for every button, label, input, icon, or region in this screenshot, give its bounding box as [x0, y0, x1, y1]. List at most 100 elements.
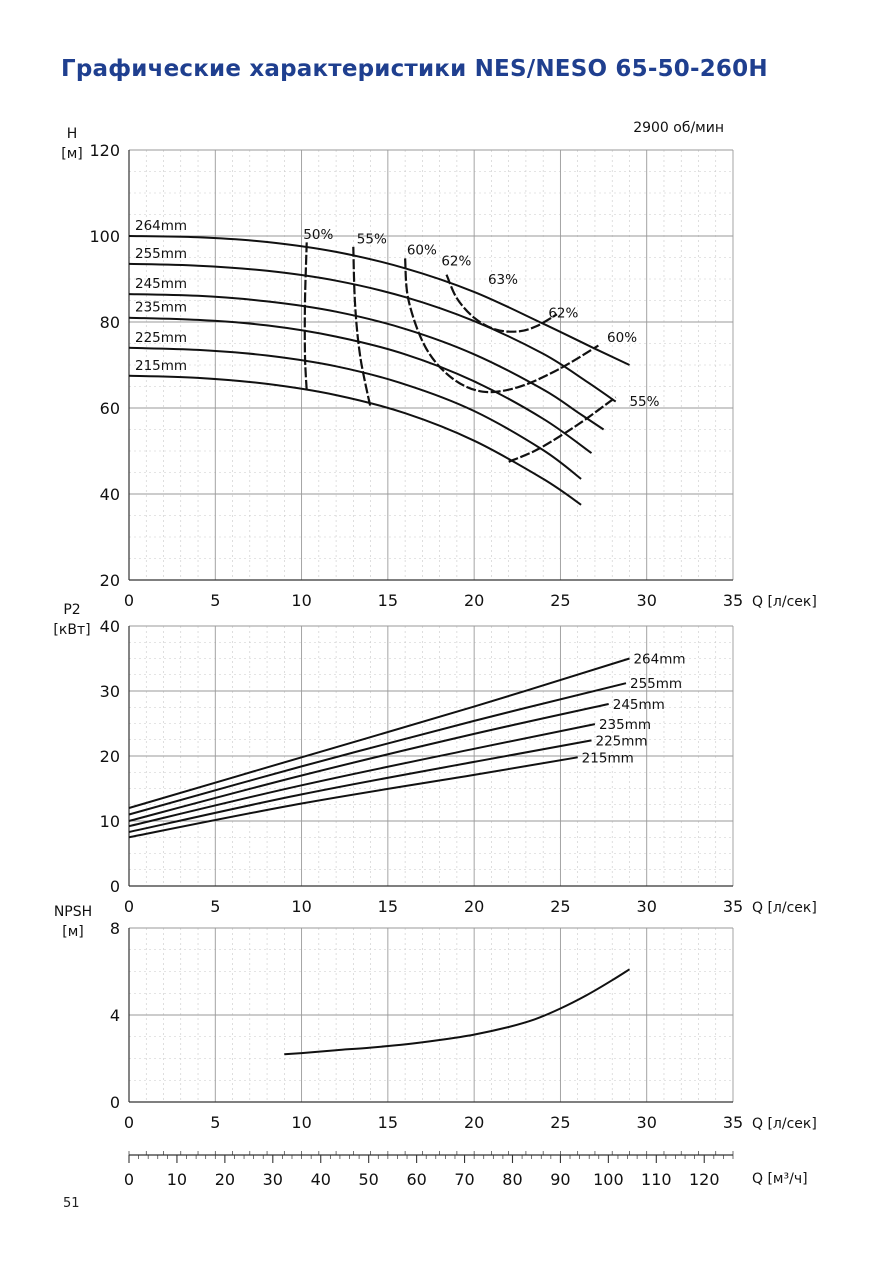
series-line-225mm [128, 739, 592, 833]
series-line-255mm [128, 682, 627, 816]
x-tick-label: 35 [723, 591, 743, 610]
series-label-264mm: 264mm [135, 218, 187, 234]
efficiency-label: 60% [407, 242, 437, 258]
efficiency-curve-60% [404, 258, 599, 394]
power-chart: 0 5 10 15 20 25 30 35 0 10 20 30 40 Q [л/сек] 264mm 255… [100, 617, 817, 916]
series-label-255mm: 255mm [135, 246, 187, 262]
efficiency-curve-50% [303, 242, 308, 391]
npsh-chart: 0 5 10 15 20 25 30 35 0 4 8 Q [л/сек] [110, 919, 817, 1132]
secondary-x-tick-label: 20 [215, 1170, 235, 1189]
y-tick-label: 4 [110, 1006, 120, 1025]
head-chart: 0 5 10 15 20 25 30 35 20 40 60 80 100 120 Q [л/сек] 290… [89, 120, 816, 610]
x-tick-label: 10 [291, 591, 311, 610]
x-tick-label: 0 [124, 1113, 134, 1132]
efficiency-curve-55% [508, 396, 617, 463]
series-label-225mm: 225mm [135, 330, 187, 346]
series-label-215mm: 215mm [582, 750, 634, 766]
secondary-x-tick-label: 30 [263, 1170, 283, 1189]
series-line-245mm [128, 293, 605, 431]
secondary-x-tick-label: 70 [454, 1170, 474, 1189]
efficiency-label: 63% [488, 272, 518, 288]
efficiency-label: 55% [357, 232, 387, 248]
series-label-235mm: 235mm [599, 717, 651, 733]
series-line-264mm [128, 235, 630, 366]
y-tick-label: 0 [110, 877, 120, 896]
power-x-axis-label: Q [л/сек] [752, 900, 817, 916]
x-tick-label: 35 [723, 897, 743, 916]
efficiency-label: 60% [607, 330, 637, 346]
secondary-x-tick-label: 0 [124, 1170, 134, 1189]
series-label-235mm: 235mm [135, 300, 187, 316]
secondary-x-tick-label: 90 [550, 1170, 570, 1189]
npsh-y-axis-label-line-1: [м] [62, 924, 84, 940]
power-y-axis-label-line-1: [кВт] [53, 622, 90, 638]
secondary-x-tick-label: 80 [502, 1170, 522, 1189]
series-line-215mm [128, 756, 578, 839]
efficiency-label: 62% [548, 305, 578, 321]
x-tick-label: 30 [637, 897, 657, 916]
x-tick-label: 30 [637, 591, 657, 610]
x-tick-label: 20 [464, 591, 484, 610]
power-y-axis-label-line-0: P2 [63, 602, 80, 618]
speed-annotation: 2900 об/мин [633, 120, 724, 136]
x-tick-label: 10 [291, 897, 311, 916]
x-tick-label: 15 [378, 591, 398, 610]
series-line-255mm [128, 262, 617, 403]
efficiency-label: 50% [303, 227, 333, 243]
y-tick-label: 40 [100, 485, 120, 504]
series-line-NPSH [284, 968, 631, 1056]
secondary-axis: 0 10 20 30 40 50 60 70 80 90 100 110 120 Q [м³/ч] [124, 1151, 808, 1189]
x-tick-label: 20 [464, 897, 484, 916]
secondary-x-tick-label: 50 [359, 1170, 379, 1189]
series-line-215mm [128, 374, 582, 506]
x-tick-label: 25 [550, 591, 570, 610]
series-label-245mm: 245mm [613, 697, 665, 713]
secondary-x-tick-label: 100 [593, 1170, 624, 1189]
secondary-x-tick-label: 110 [641, 1170, 672, 1189]
series-line-264mm [128, 657, 630, 809]
series-line-235mm [128, 316, 593, 454]
secondary-x-tick-label: 40 [311, 1170, 331, 1189]
page-number: 51 [63, 1196, 80, 1211]
x-tick-label: 15 [378, 1113, 398, 1132]
y-tick-label: 0 [110, 1093, 120, 1112]
series-line-225mm [128, 346, 582, 480]
x-tick-label: 25 [550, 897, 570, 916]
x-tick-label: 15 [378, 897, 398, 916]
series-label-264mm: 264mm [633, 652, 685, 668]
y-tick-label: 20 [100, 571, 120, 590]
efficiency-label: 62% [441, 254, 471, 270]
x-tick-label: 35 [723, 1113, 743, 1132]
x-tick-label: 5 [210, 591, 220, 610]
y-tick-label: 30 [100, 682, 120, 701]
series-line-235mm [128, 723, 596, 828]
x-tick-label: 5 [210, 1113, 220, 1132]
page-title: Графические характеристики NES/NESO 65-5… [61, 56, 768, 82]
y-tick-label: 120 [89, 141, 120, 160]
x-tick-label: 5 [210, 897, 220, 916]
secondary-x-axis-label: Q [м³/ч] [752, 1171, 808, 1187]
y-tick-label: 20 [100, 747, 120, 766]
x-tick-label: 30 [637, 1113, 657, 1132]
series-line-245mm [128, 703, 609, 822]
secondary-x-tick-label: 10 [167, 1170, 187, 1189]
series-label-225mm: 225mm [595, 733, 647, 749]
y-tick-label: 80 [100, 313, 120, 332]
x-tick-label: 0 [124, 897, 134, 916]
npsh-y-axis-label-line-0: NPSH [54, 904, 92, 920]
efficiency-curve-55% [352, 246, 372, 409]
series-label-255mm: 255mm [630, 676, 682, 692]
x-tick-label: 10 [291, 1113, 311, 1132]
series-label-215mm: 215mm [135, 358, 187, 374]
y-tick-label: 60 [100, 399, 120, 418]
npsh-x-axis-label: Q [л/сек] [752, 1116, 817, 1132]
secondary-x-tick-label: 60 [406, 1170, 426, 1189]
series-label-245mm: 245mm [135, 276, 187, 292]
x-tick-label: 20 [464, 1113, 484, 1132]
head-y-axis-label-line-0: H [67, 126, 78, 142]
x-tick-label: 25 [550, 1113, 570, 1132]
y-tick-label: 100 [89, 227, 120, 246]
secondary-x-tick-label: 120 [689, 1170, 720, 1189]
y-tick-label: 10 [100, 812, 120, 831]
y-tick-label: 40 [100, 617, 120, 636]
